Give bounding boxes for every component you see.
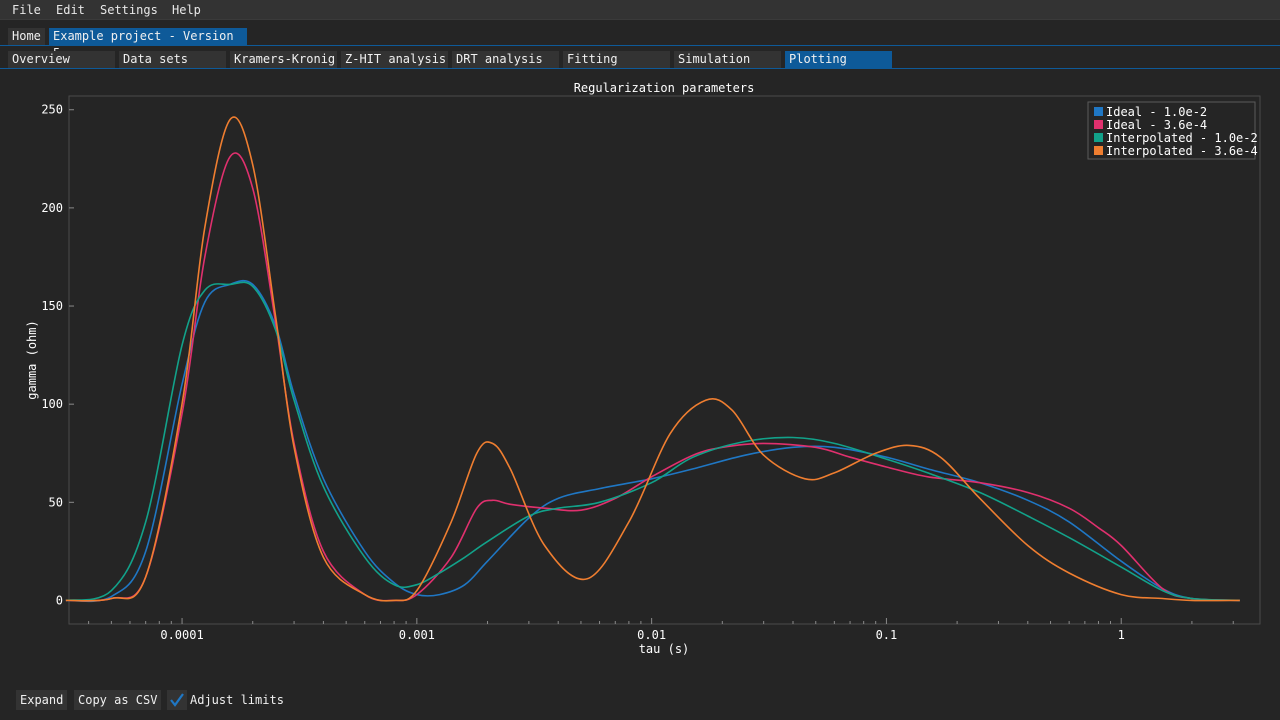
series-lines <box>65 116 1240 603</box>
tab-kramers-kronig[interactable]: Kramers-Kronig <box>230 51 337 68</box>
menu-help[interactable]: Help <box>172 3 201 17</box>
x-tick-label: 0.0001 <box>160 628 203 642</box>
legend-swatch <box>1094 120 1103 129</box>
checkmark-icon <box>170 693 184 707</box>
copy-as-csv-button[interactable]: Copy as CSV <box>74 690 162 710</box>
drt-chart[interactable]: Regularization parameters 0 50 100 150 200 25… <box>0 78 1280 663</box>
tab-plotting[interactable]: Plotting <box>785 51 892 68</box>
menu-settings[interactable]: Settings <box>100 3 158 17</box>
y-tick-label: 100 <box>41 397 63 411</box>
tab-overview[interactable]: Overview <box>8 51 115 68</box>
x-tick-label: 0.01 <box>637 628 666 642</box>
tab-home[interactable]: Home <box>8 28 45 45</box>
series-line <box>65 152 1240 602</box>
y-tick-label: 200 <box>41 201 63 215</box>
legend-swatch <box>1094 146 1103 155</box>
legend-frame <box>1087 101 1256 160</box>
y-tick-label: 50 <box>49 495 63 509</box>
x-axis-label: tau (s) <box>639 642 690 656</box>
tab-data-sets[interactable]: Data sets <box>119 51 226 68</box>
legend-entry: Ideal - 1.0e-2 <box>1106 105 1207 119</box>
plot-frame <box>68 95 1261 625</box>
legend-entry: Ideal - 3.6e-4 <box>1106 118 1207 132</box>
tab-project-active[interactable]: Example project - Version 5 <box>49 28 247 60</box>
legend-swatch <box>1094 133 1103 142</box>
bottom-toolbar: Expand Copy as CSV Adjust limits <box>0 690 1280 712</box>
menu-bar: File Edit Settings Help <box>0 0 1280 20</box>
series-line <box>65 281 1240 602</box>
series-line <box>65 116 1240 602</box>
tab-fitting[interactable]: Fitting <box>563 51 670 68</box>
main-tab-bar: Overview Data sets Kramers-Kronig Z-HIT … <box>0 51 1280 69</box>
x-tick-label: 0.1 <box>876 628 898 642</box>
legend-swatch <box>1094 107 1103 116</box>
main-tab-underline <box>0 68 1280 69</box>
legend-entry: Interpolated - 1.0e-2 <box>1106 131 1258 145</box>
tab-z-hit-analysis[interactable]: Z-HIT analysis <box>341 51 448 68</box>
expand-button[interactable]: Expand <box>16 690 68 710</box>
series-line <box>65 279 1240 603</box>
project-tab-underline <box>0 45 1280 46</box>
y-tick-label: 0 <box>56 593 63 607</box>
adjust-limits-label: Adjust limits <box>190 693 284 707</box>
menu-file[interactable]: File <box>12 3 41 17</box>
tab-drt-analysis[interactable]: DRT analysis <box>452 51 559 68</box>
plot-area[interactable]: Regularization parameters 0 50 100 150 200 25… <box>0 78 1280 663</box>
y-tick-label: 150 <box>41 299 63 313</box>
y-tick-label: 250 <box>41 103 63 117</box>
x-tick-label: 0.001 <box>399 628 435 642</box>
x-axis: 0.0001 0.001 0.01 0.1 1 <box>88 618 1234 642</box>
tab-simulation[interactable]: Simulation <box>674 51 781 68</box>
y-axis: 0 50 100 150 200 250 <box>41 103 74 607</box>
menu-edit[interactable]: Edit <box>56 3 85 17</box>
project-tab-bar: Home Example project - Version 5 <box>0 28 1280 60</box>
legend-entry: Interpolated - 3.6e-4 <box>1106 144 1258 158</box>
chart-title: Regularization parameters <box>574 81 755 95</box>
y-axis-label: gamma (ohm) <box>25 320 39 399</box>
x-tick-label: 1 <box>1118 628 1125 642</box>
adjust-limits-checkbox[interactable] <box>167 690 187 710</box>
